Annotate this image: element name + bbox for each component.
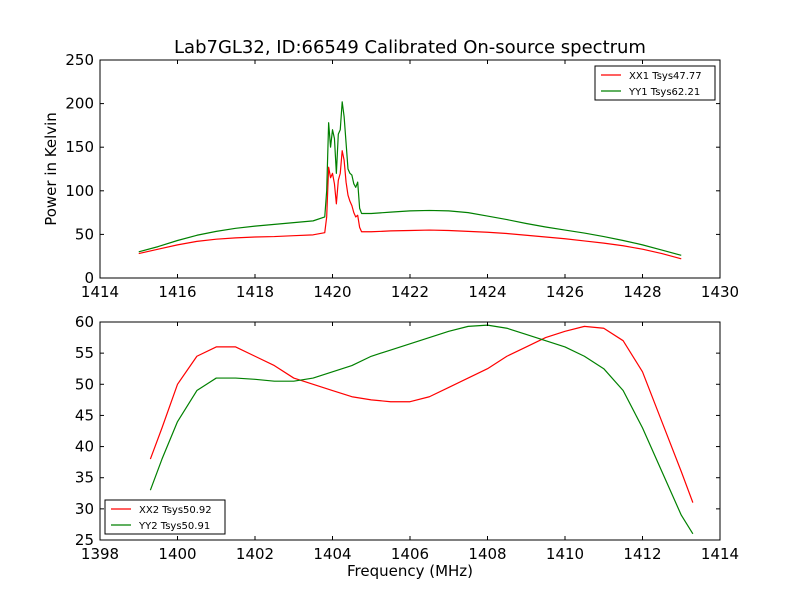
legend-box bbox=[594, 65, 716, 101]
y-tick-label: 25 bbox=[75, 531, 94, 549]
x-tick-label: 1424 bbox=[468, 283, 506, 301]
legend: XX2 Tsys50.92 YY2 Tsys50.91 bbox=[104, 499, 226, 535]
y-tick-label: 60 bbox=[75, 313, 94, 331]
series-line-yy bbox=[149, 324, 694, 535]
x-tick-label: 1416 bbox=[158, 283, 196, 301]
y-tick-label: 150 bbox=[65, 138, 94, 156]
x-tick-label: 1414 bbox=[81, 283, 119, 301]
upper-spectrum-plot: 1414 1416 1418 1420 1422 1424 1426 1428 1430 0 50 1… bbox=[42, 51, 739, 301]
x-tick-label: 1426 bbox=[546, 283, 584, 301]
x-tick-label: 1404 bbox=[313, 545, 351, 563]
legend-label: XX1 Tsys47.77 bbox=[629, 71, 702, 82]
x-tick-label: 1410 bbox=[546, 545, 584, 563]
y-tick-label: 50 bbox=[75, 375, 94, 393]
x-tick-label: 1398 bbox=[81, 545, 119, 563]
lower-spectrum-plot: 1398 1400 1402 1404 1406 1408 1410 1412 1414 25 30… bbox=[75, 313, 739, 580]
y-tick-label: 30 bbox=[75, 500, 94, 518]
y-tick-label: 50 bbox=[75, 225, 94, 243]
y-tick-label: 100 bbox=[65, 182, 94, 200]
x-tick-label: 1414 bbox=[701, 545, 739, 563]
x-tick-label: 1422 bbox=[391, 283, 429, 301]
series-line-yy bbox=[138, 101, 682, 256]
series-line-xx bbox=[138, 150, 682, 260]
y-axis-label: Power in Kelvin bbox=[42, 112, 60, 226]
y-tick-label: 35 bbox=[75, 469, 94, 487]
y-tick-label: 200 bbox=[65, 95, 94, 113]
x-tick-label: 1412 bbox=[623, 545, 661, 563]
x-tick-label: 1430 bbox=[701, 283, 739, 301]
x-tick-label: 1420 bbox=[313, 283, 351, 301]
y-tick-label: 250 bbox=[65, 51, 94, 69]
figure-title: Lab7GL32, ID:66549 Calibrated On-source … bbox=[174, 37, 646, 58]
legend-label: YY2 Tsys50.91 bbox=[138, 521, 210, 532]
legend: XX1 Tsys47.77 YY1 Tsys62.21 bbox=[594, 65, 716, 101]
legend-label: YY1 Tsys62.21 bbox=[628, 87, 700, 98]
legend-box bbox=[104, 499, 226, 535]
y-tick-label: 45 bbox=[75, 406, 94, 424]
x-tick-label: 1406 bbox=[391, 545, 429, 563]
series-line-xx bbox=[149, 325, 694, 503]
y-tick-label: 0 bbox=[84, 269, 94, 287]
x-tick-label: 1400 bbox=[158, 545, 196, 563]
x-tick-label: 1402 bbox=[236, 545, 274, 563]
legend-label: XX2 Tsys50.92 bbox=[139, 505, 212, 516]
y-tick-label: 40 bbox=[75, 438, 94, 456]
x-tick-label: 1428 bbox=[623, 283, 661, 301]
x-axis-label: Frequency (MHz) bbox=[347, 562, 473, 580]
x-tick-label: 1418 bbox=[236, 283, 274, 301]
x-tick-label: 1408 bbox=[468, 545, 506, 563]
y-tick-label: 55 bbox=[75, 344, 94, 362]
